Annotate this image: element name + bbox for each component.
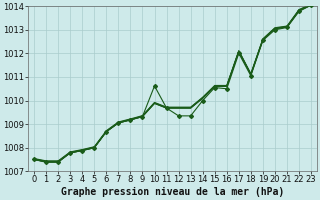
X-axis label: Graphe pression niveau de la mer (hPa): Graphe pression niveau de la mer (hPa) xyxy=(61,187,284,197)
